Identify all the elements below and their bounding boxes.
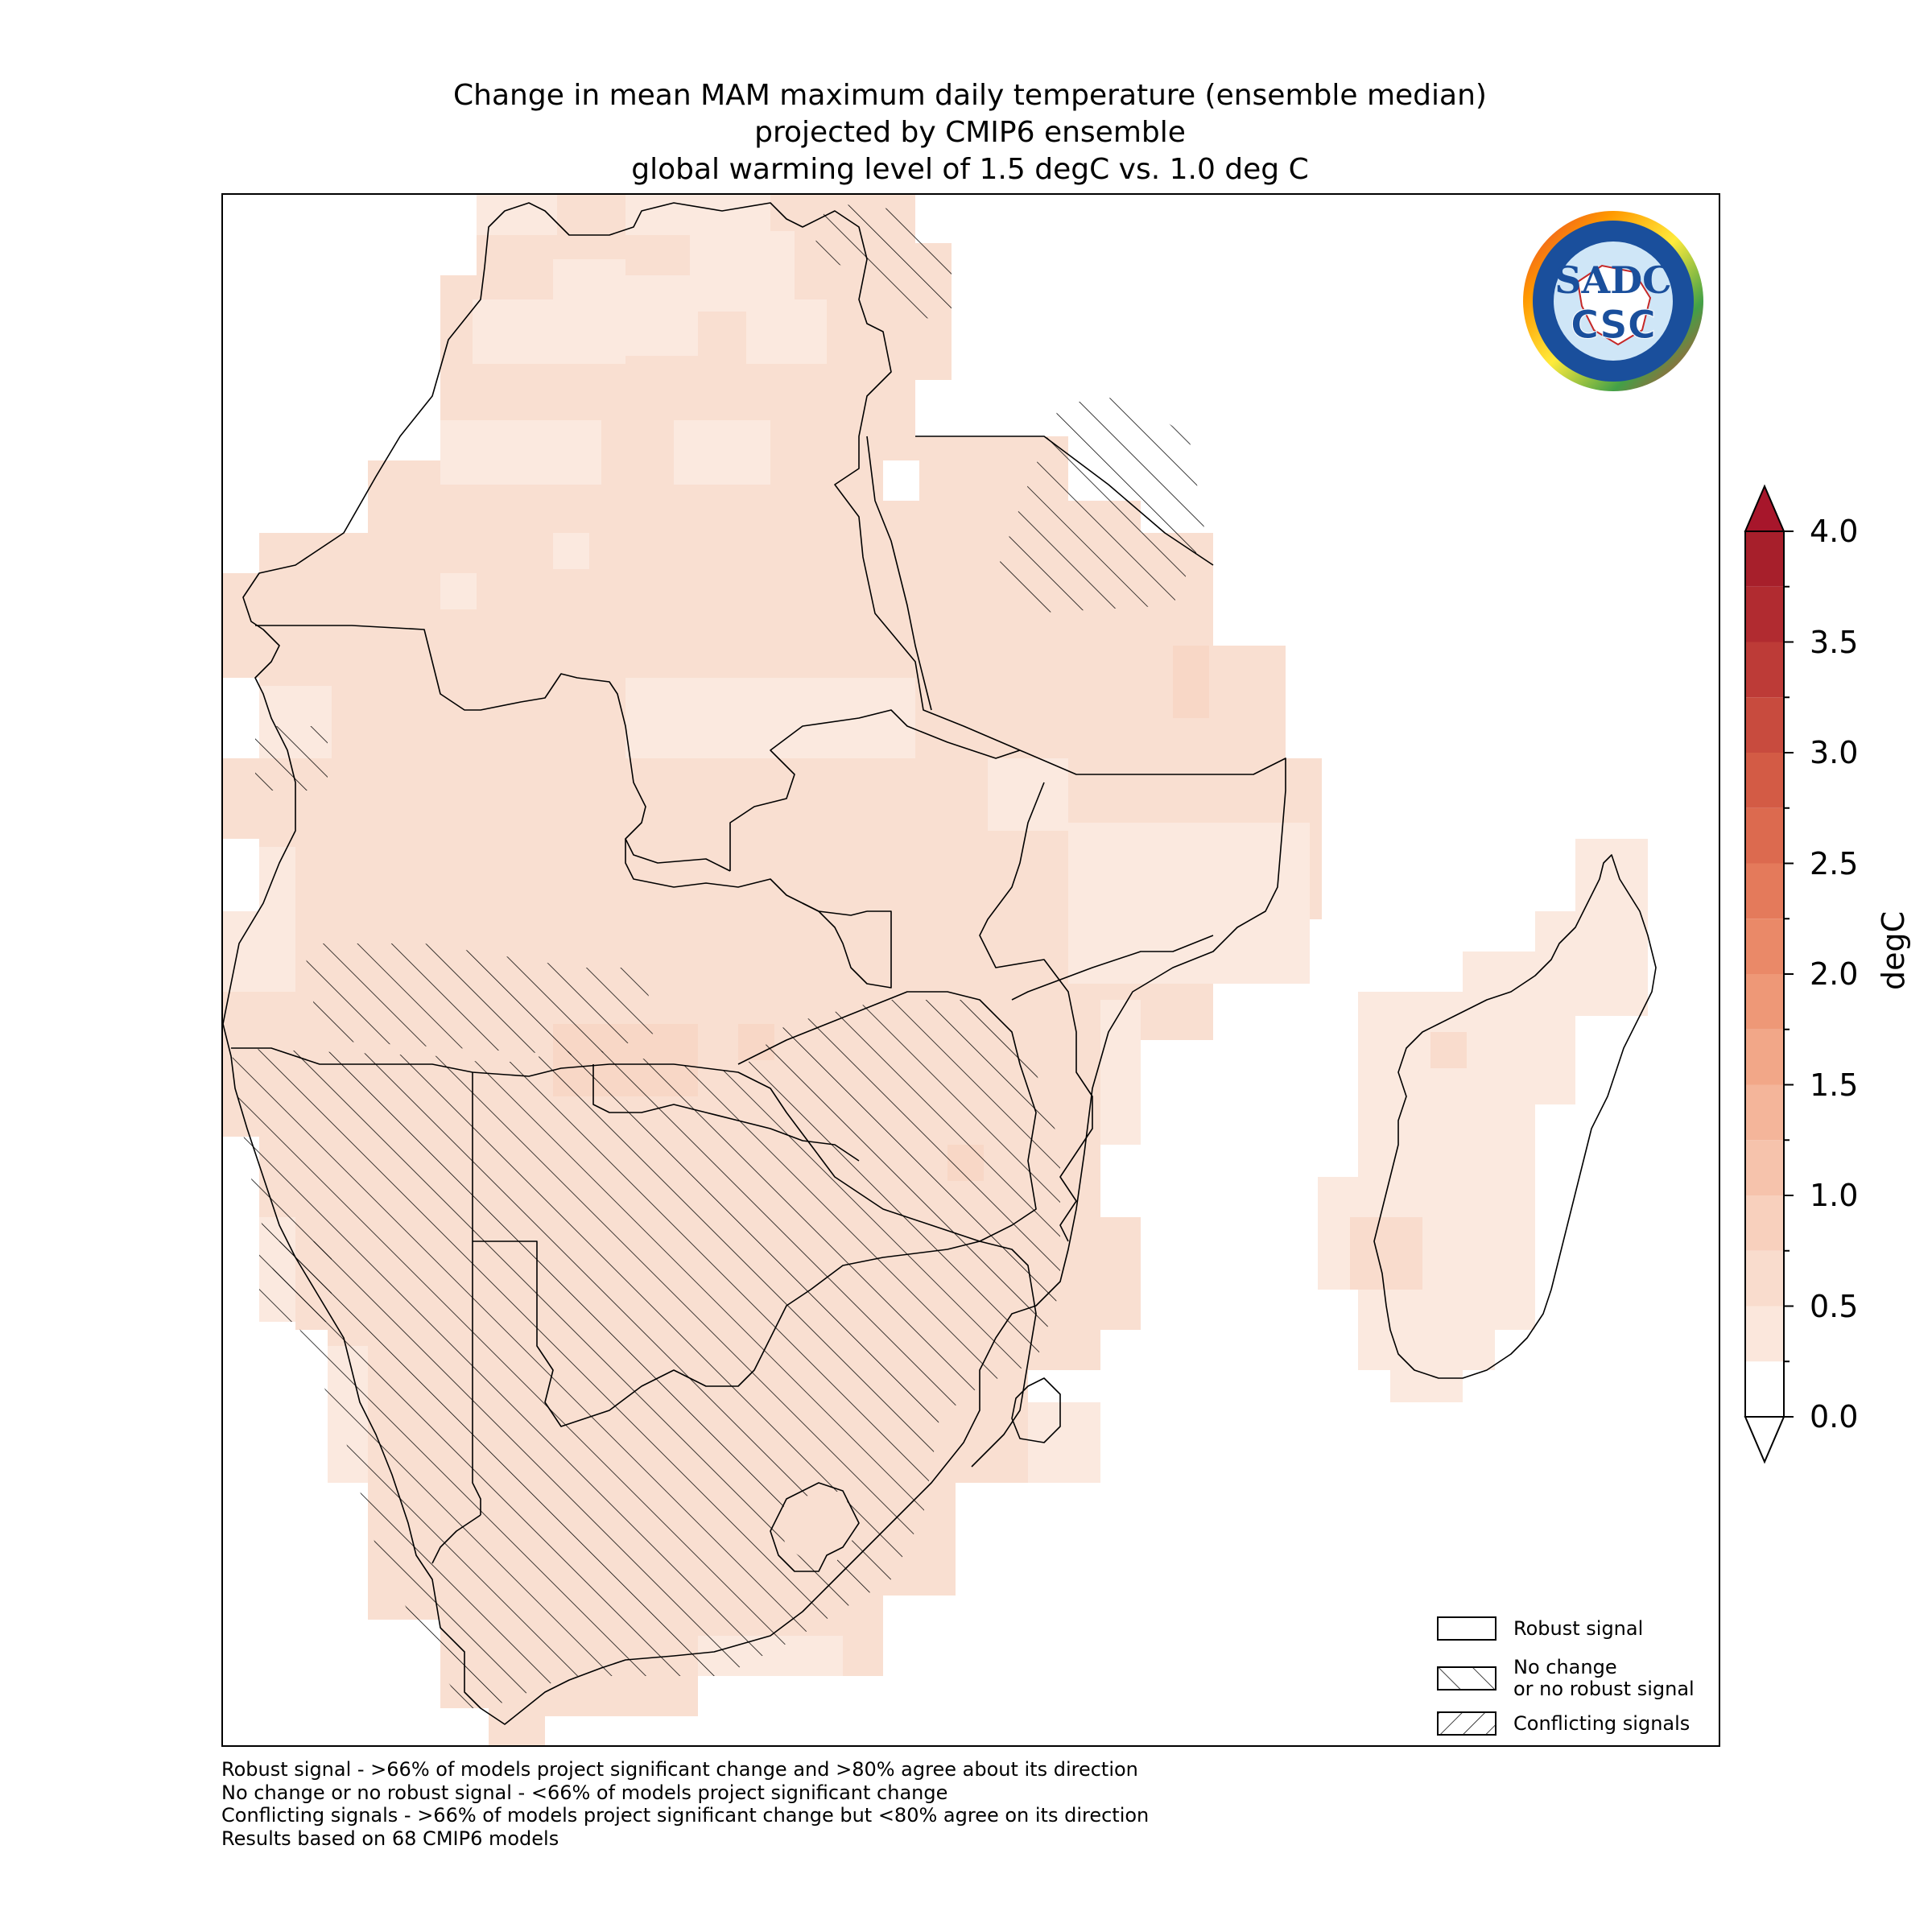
chart-title: Change in mean MAM maximum daily tempera…: [221, 77, 1719, 188]
legend-label-no-change-line2: or no robust signal: [1513, 1678, 1695, 1700]
footnote-1: Robust signal - >66% of models project s…: [221, 1758, 1138, 1781]
colorbar-extend-min: [1744, 1416, 1785, 1464]
mainland-coastline: [223, 202, 1286, 1725]
border-malawi-moz: [979, 782, 1093, 1242]
colorbar: [1744, 484, 1794, 1464]
legend-swatch-no-change: [1437, 1666, 1496, 1690]
colorbar-segment: [1745, 1250, 1784, 1307]
legend-item-robust: Robust signal: [1433, 1612, 1707, 1657]
legend-swatch-robust: [1437, 1616, 1496, 1641]
colorbar-segment: [1745, 1306, 1784, 1362]
legend-label-no-change: No change or no robust signal: [1513, 1657, 1695, 1700]
title-line-3: global warming level of 1.5 degC vs. 1.0…: [631, 153, 1309, 186]
border-tanzania-kenya: [915, 436, 1214, 566]
map-svg: [223, 195, 1657, 1745]
colorbar-segment: [1745, 697, 1784, 753]
colorbar-segment: [1745, 919, 1784, 974]
colorbar-segment: [1745, 1140, 1784, 1195]
colorbar-segment: [1745, 753, 1784, 808]
colorbar-tick-label: 4.0: [1810, 514, 1859, 549]
border-zambia-drc-north: [729, 709, 1021, 871]
colorbar-tick-label: 3.5: [1810, 624, 1859, 660]
legend-label-no-change-line1: No change: [1513, 1656, 1617, 1678]
madagascar-coastline: [1373, 854, 1657, 1379]
colorbar-segment: [1745, 1361, 1784, 1417]
title-line-1: Change in mean MAM maximum daily tempera…: [453, 79, 1487, 112]
colorbar-tick-label: 1.5: [1810, 1067, 1859, 1103]
border-zimbabwe: [673, 991, 1037, 1242]
border-angola-zambia: [625, 839, 868, 916]
colorbar-tick-label: 0.0: [1810, 1399, 1859, 1435]
footnotes: Robust signal - >66% of models project s…: [221, 1758, 1149, 1850]
colorbar-segment: [1745, 642, 1784, 698]
legend-swatch-conflicting: [1437, 1711, 1496, 1736]
colorbar-tick-label: 2.5: [1810, 845, 1859, 881]
border-lesotho: [770, 1482, 860, 1572]
legend-item-no-change: No change or no robust signal: [1433, 1657, 1707, 1703]
colorbar-segment: [1745, 807, 1784, 864]
border-botswana-namibia: [592, 1064, 860, 1162]
colorbar-segment: [1745, 1084, 1784, 1141]
footnote-2: No change or no robust signal - <66% of …: [221, 1781, 948, 1804]
logo-text-main: SADC: [1554, 258, 1671, 302]
border-namibia-botswana-west: [472, 1072, 481, 1515]
border-zambia-east: [802, 902, 892, 989]
colorbar-tick-label: 3.0: [1810, 735, 1859, 770]
colorbar-tick-label: 2.0: [1810, 956, 1859, 992]
border-eswatini: [1011, 1377, 1061, 1443]
colorbar-segment: [1745, 1195, 1784, 1251]
colorbar-segment: [1745, 586, 1784, 642]
border-sa-moz: [971, 1241, 1037, 1468]
border-angola-namibia: [231, 1047, 674, 1077]
colorbar-unit-label: degC: [1876, 910, 1911, 990]
colorbar-extend-max: [1744, 484, 1785, 532]
border-botswana-sa: [473, 1241, 980, 1427]
colorbar-segment: [1745, 863, 1784, 919]
shading-madagascar: [1318, 839, 1648, 1402]
footnote-4: Results based on 68 CMIP6 models: [221, 1827, 559, 1850]
border-moz-tanzania: [1011, 935, 1214, 1001]
map-panel: [221, 193, 1720, 1747]
border-sa-namibia-south: [431, 1514, 481, 1564]
colorbar-segment: [1745, 531, 1784, 587]
title-line-2: projected by CMIP6 ensemble: [754, 116, 1186, 149]
sadc-csc-logo: SADC CSC: [1521, 209, 1705, 393]
coastlines-and-borders: [223, 202, 1657, 1725]
legend-item-conflicting: Conflicting signals: [1433, 1703, 1707, 1748]
colorbar-segment: [1745, 1029, 1784, 1085]
logo-text-sub: CSC: [1571, 303, 1656, 348]
legend-label-robust: Robust signal: [1513, 1617, 1644, 1640]
colorbar-tick-label: 1.0: [1810, 1178, 1859, 1213]
border-tanzania-west: [866, 436, 932, 711]
footnote-3: Conflicting signals - >66% of models pro…: [221, 1804, 1150, 1827]
border-angola-drc: [255, 625, 731, 872]
legend-label-conflicting: Conflicting signals: [1513, 1712, 1690, 1735]
colorbar-segment: [1745, 974, 1784, 1030]
hatch-legend: Robust signal No change or no robust sig…: [1433, 1612, 1707, 1748]
colorbar-tick-label: 0.5: [1810, 1288, 1859, 1324]
